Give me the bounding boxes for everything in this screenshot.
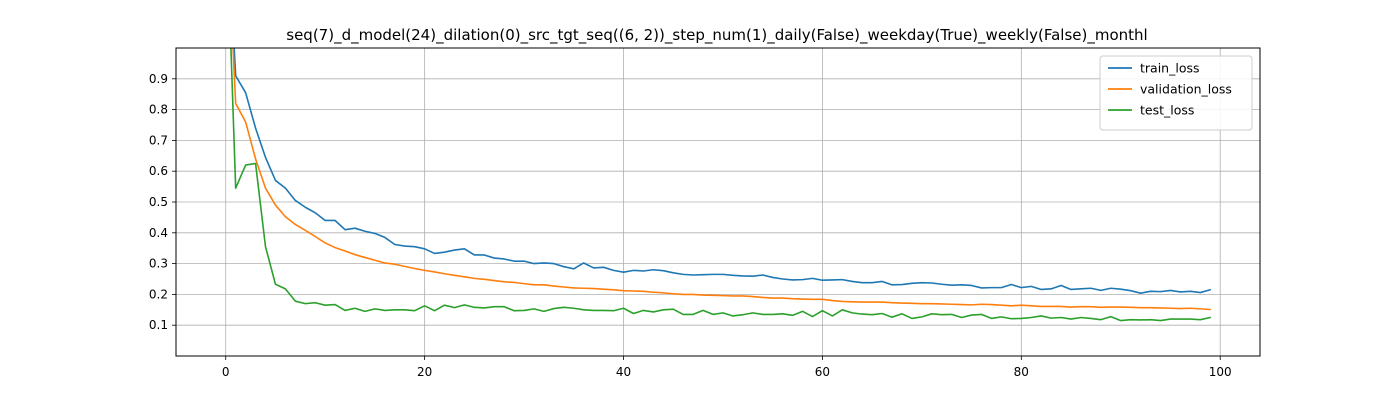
chart-title: seq(7)_d_model(24)_dilation(0)_src_tgt_s… bbox=[286, 26, 1147, 45]
axis-ticks: 0 20 40 60 80 100 0.1 0.2 0.3 0.4 0.5 0.6 0.7 0.8 0.9 bbox=[149, 72, 1232, 379]
y-tick-label: 0.4 bbox=[149, 226, 168, 240]
y-tick-label: 0.5 bbox=[149, 195, 168, 209]
y-tick-label: 0.6 bbox=[149, 164, 168, 178]
y-tick-label: 0.2 bbox=[149, 287, 168, 301]
legend-box bbox=[1099, 55, 1253, 131]
grid bbox=[176, 48, 1260, 356]
series-line-train-loss bbox=[233, 48, 1212, 294]
series-lines bbox=[230, 48, 1212, 322]
x-tick-label: 0 bbox=[222, 365, 230, 379]
legend-label-validation-loss: validation_loss bbox=[1140, 82, 1232, 97]
series-line-test-loss bbox=[230, 48, 1212, 322]
x-tick-label: 60 bbox=[815, 365, 830, 379]
legend-label-test-loss: test_loss bbox=[1140, 103, 1194, 118]
y-tick-label: 0.9 bbox=[149, 72, 168, 86]
legend: train_loss validation_loss test_loss bbox=[1099, 55, 1253, 131]
x-tick-label: 80 bbox=[1014, 365, 1029, 379]
y-tick-label: 0.7 bbox=[149, 133, 168, 147]
x-tick-label: 100 bbox=[1209, 365, 1232, 379]
x-tick-label: 40 bbox=[616, 365, 631, 379]
x-tick-label: 20 bbox=[417, 365, 432, 379]
y-tick-label: 0.3 bbox=[149, 257, 168, 271]
series-line-validation-loss bbox=[232, 48, 1212, 311]
y-tick-label: 0.8 bbox=[149, 103, 168, 117]
y-tick-label: 0.1 bbox=[149, 318, 168, 332]
legend-label-train-loss: train_loss bbox=[1140, 61, 1200, 76]
